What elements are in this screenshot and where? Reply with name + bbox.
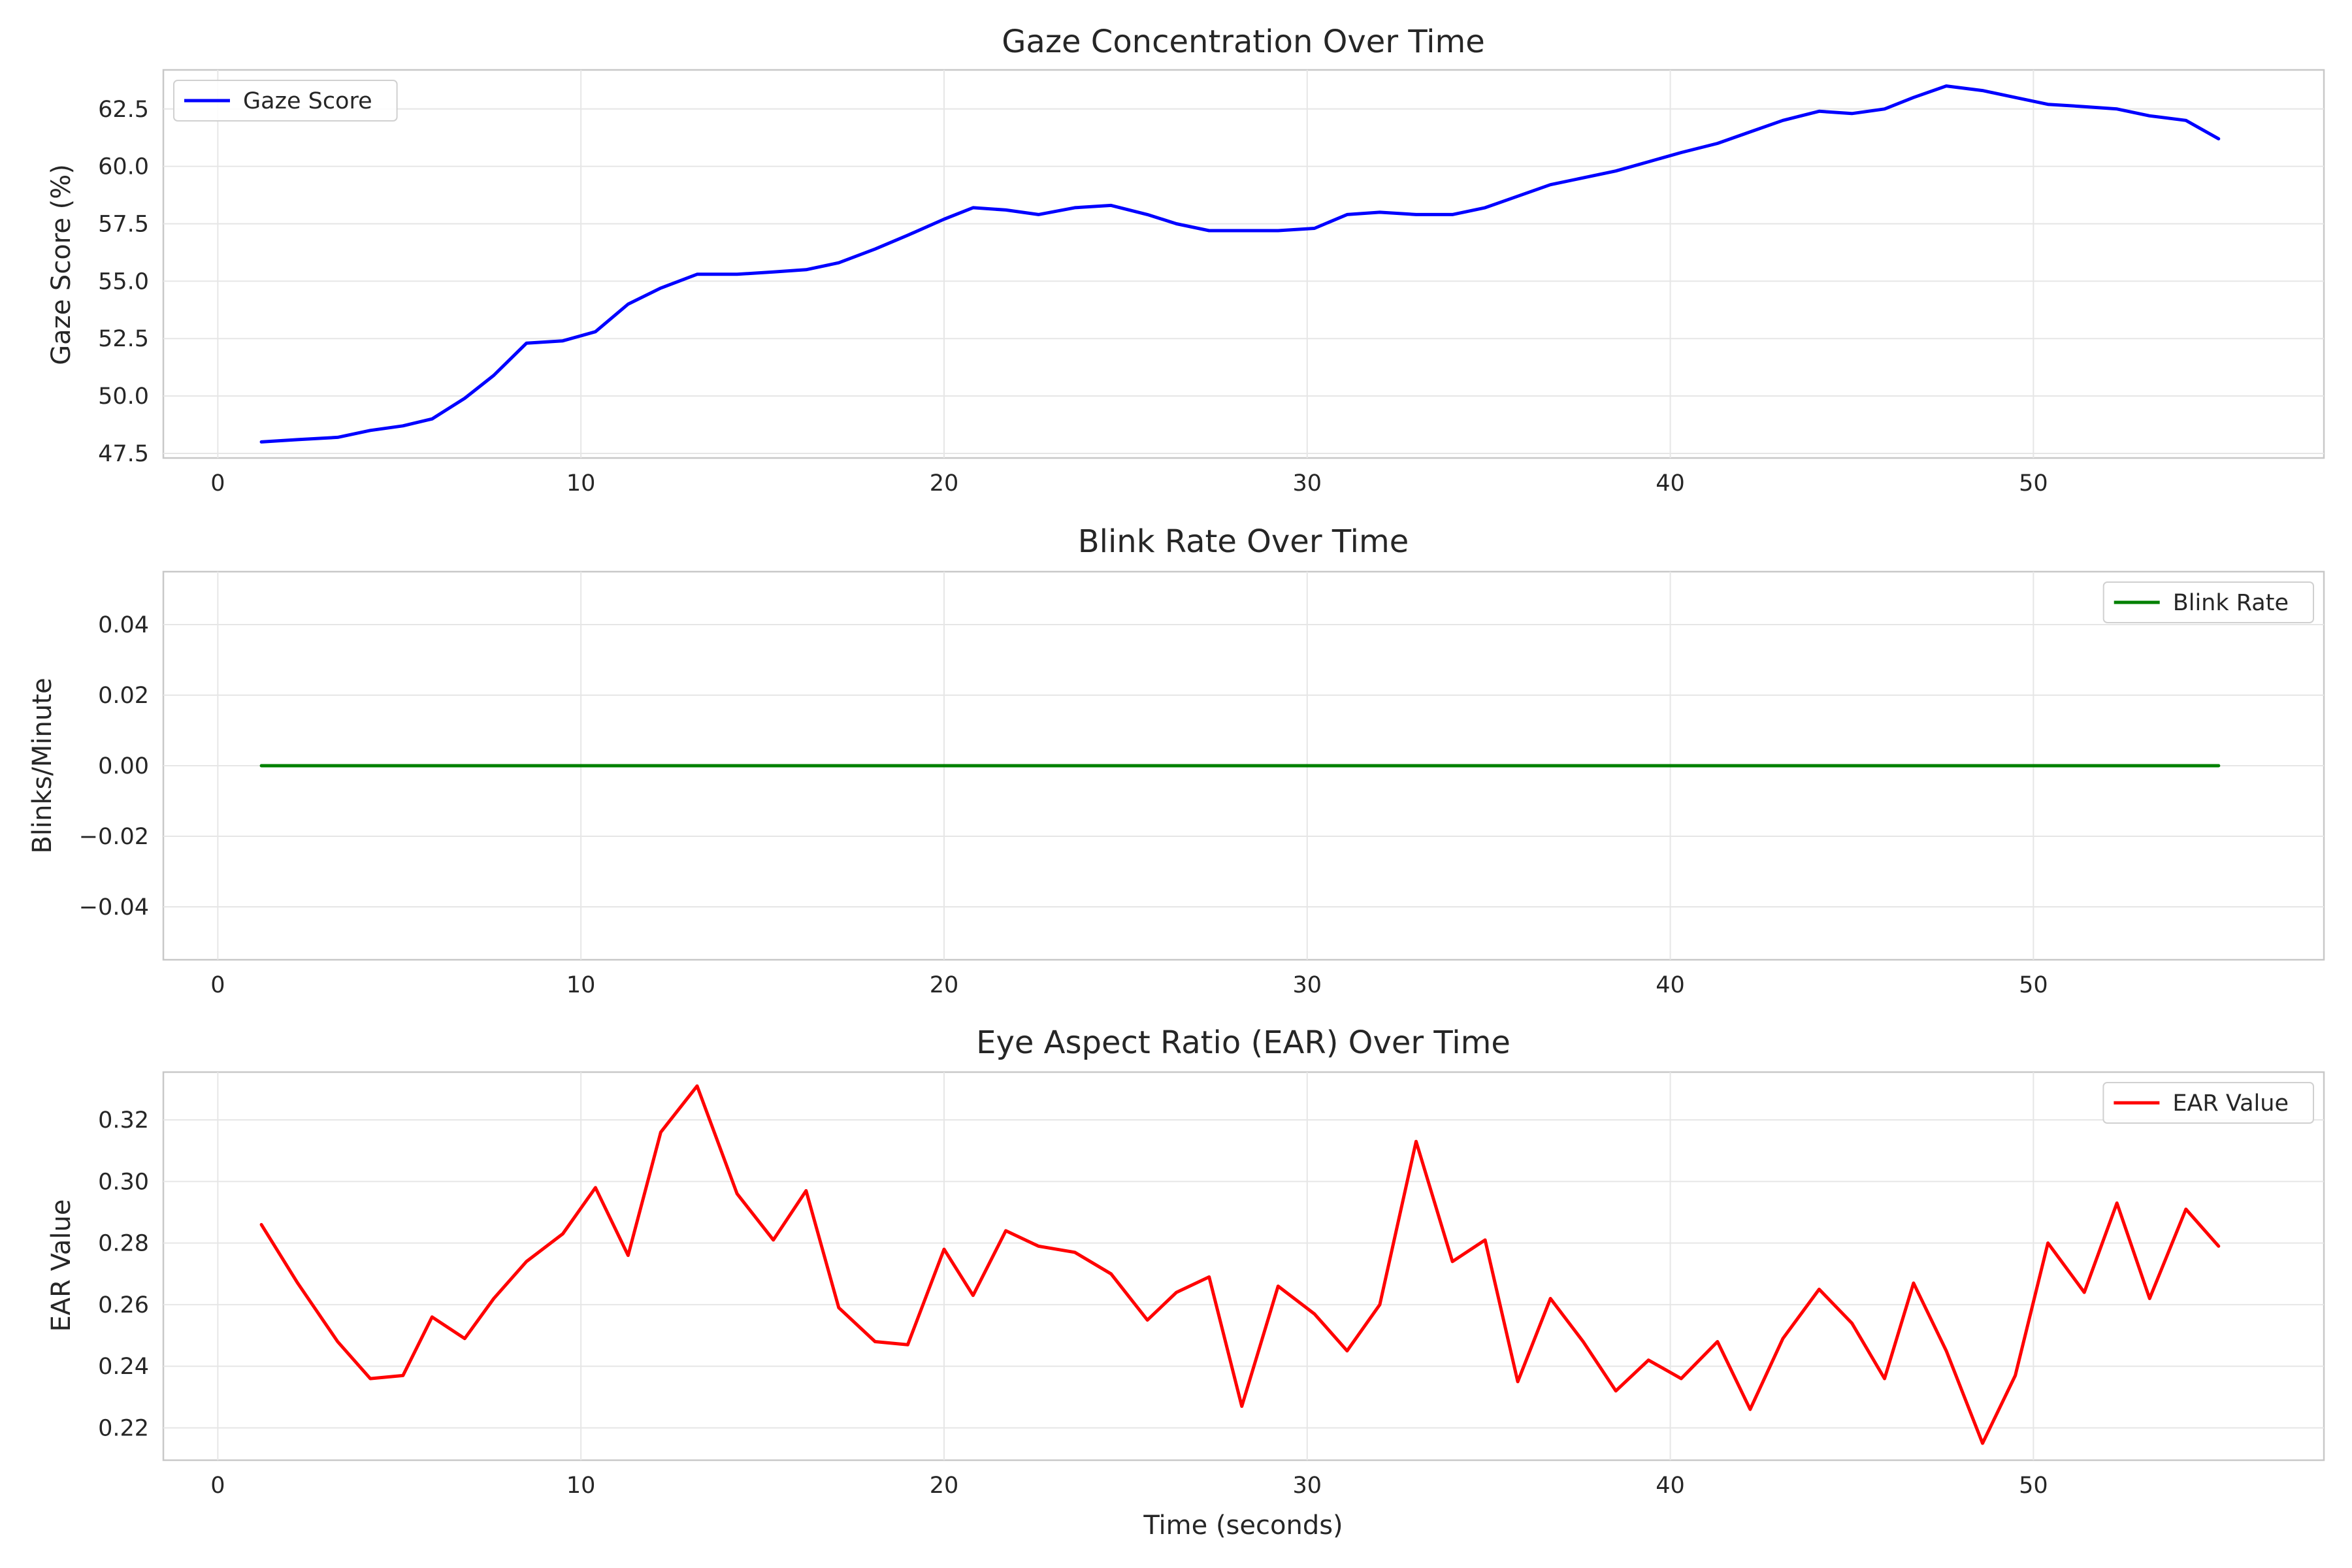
- ear-series-line: [259, 1084, 2221, 1445]
- ear-chart-title: Eye Aspect Ratio (EAR) Over Time: [976, 1024, 1511, 1061]
- blink-chart-title: Blink Rate Over Time: [1078, 523, 1409, 560]
- ear-legend-box: [2102, 1082, 2314, 1124]
- blink-legend: Blink Rate: [2102, 581, 2314, 623]
- gaze-x-tick-label: 10: [566, 470, 596, 497]
- blink-y-tick-label: −0.04: [79, 894, 149, 921]
- gaze-y-axis-label: Gaze Score (%): [46, 164, 76, 365]
- gaze-x-tick-label: 40: [1656, 470, 1685, 497]
- gaze-x-tick-label: 50: [2019, 470, 2048, 497]
- ear-x-axis-label: Time (seconds): [1143, 1511, 1343, 1541]
- blink-x-tick-label: 40: [1656, 972, 1685, 998]
- blink-y-tick-label: 0.04: [98, 612, 149, 638]
- ear-y-tick-label: 0.32: [98, 1107, 149, 1134]
- blink-legend-label: Blink Rate: [2173, 590, 2289, 616]
- gaze-x-tick-label: 20: [930, 470, 959, 497]
- blink-x-tick-label: 10: [566, 972, 596, 998]
- blink-x-tick-label: 20: [930, 972, 959, 998]
- gaze-legend-label: Gaze Score: [243, 88, 372, 114]
- ear-plot-frame: [162, 1071, 2325, 1462]
- blink-x-tick-label: 0: [210, 972, 225, 998]
- gaze-y-tick-label: 50.0: [98, 384, 149, 410]
- gaze-y-tick-label: 62.5: [98, 97, 149, 123]
- gaze-legend-box: [173, 80, 398, 122]
- ear-legend: EAR Value: [2102, 1082, 2314, 1124]
- ear-legend-label: EAR Value: [2172, 1090, 2289, 1117]
- ear-chart-panel: Eye Aspect Ratio (EAR) Over Time EAR Val…: [46, 1024, 2325, 1541]
- ear-y-tick-label: 0.24: [98, 1354, 149, 1380]
- blink-y-tick-label: 0.02: [98, 683, 149, 709]
- ear-x-tick-label: 10: [566, 1473, 596, 1499]
- gaze-y-tick-label: 57.5: [98, 211, 149, 237]
- gaze-plot-frame: [162, 69, 2325, 459]
- ear-y-tick-label: 0.22: [98, 1416, 149, 1442]
- blink-x-tick-label: 30: [1292, 972, 1322, 998]
- gaze-chart-title: Gaze Concentration Over Time: [1002, 24, 1485, 60]
- gaze-y-tick-label: 55.0: [98, 269, 149, 295]
- ear-y-tick-label: 0.28: [98, 1231, 149, 1257]
- gaze-y-tick-label: 52.5: [98, 326, 149, 352]
- ear-y-axis-label: EAR Value: [46, 1200, 76, 1332]
- ear-x-tick-label: 20: [930, 1473, 959, 1499]
- ear-x-tick-label: 50: [2019, 1473, 2048, 1499]
- gaze-chart-panel: Gaze Concentration Over Time Gaze Score …: [46, 24, 2325, 497]
- ear-y-tick-label: 0.26: [98, 1292, 149, 1318]
- gaze-legend: Gaze Score: [173, 80, 398, 122]
- blink-legend-box: [2102, 581, 2314, 623]
- gaze-y-tick-label: 47.5: [98, 441, 149, 467]
- blink-chart-panel: Blink Rate Over Time Blinks/Minute 0 10 20…: [27, 523, 2325, 998]
- ear-x-tick-label: 0: [210, 1473, 225, 1499]
- gaze-x-tick-label: 30: [1292, 470, 1322, 497]
- blink-y-tick-label: 0.00: [98, 753, 149, 779]
- blink-y-axis-label: Blinks/Minute: [27, 678, 57, 853]
- gaze-series-line: [259, 84, 2221, 444]
- gaze-x-tick-label: 0: [210, 470, 225, 497]
- gaze-y-tick-label: 60.0: [98, 154, 149, 180]
- blink-x-tick-label: 50: [2019, 972, 2048, 998]
- ear-x-tick-label: 40: [1656, 1473, 1685, 1499]
- ear-y-tick-label: 0.30: [98, 1169, 149, 1195]
- blink-y-tick-label: −0.02: [79, 824, 149, 850]
- ear-x-tick-label: 30: [1292, 1473, 1322, 1499]
